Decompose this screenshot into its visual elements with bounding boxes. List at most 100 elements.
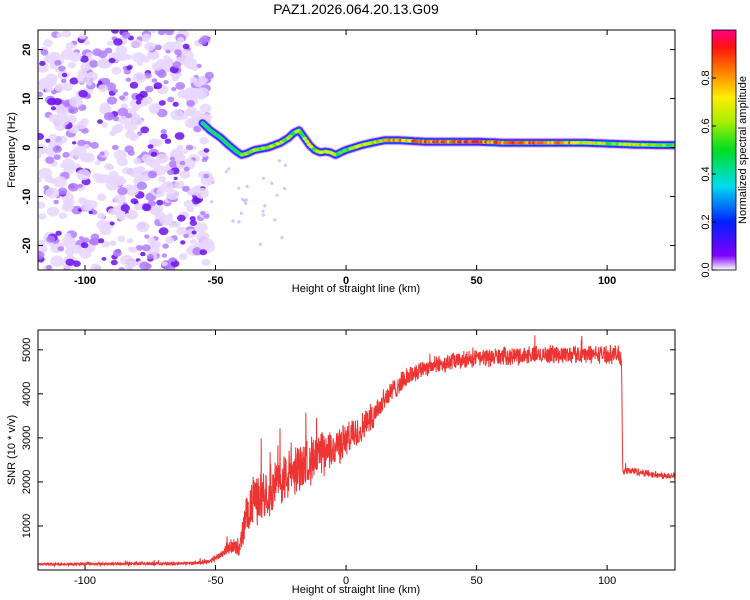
snr-y-tick-label: 3000 [21,426,33,450]
spectrogram-noise-blob [176,144,184,151]
spectrogram-noise-blob [244,201,248,205]
spectrogram-y-tick-label: 20 [21,43,33,55]
spectrogram-y-tick-label: -10 [21,189,33,205]
spectrogram-noise-blob [149,241,157,248]
spectrogram-noise-blob [139,261,150,270]
spectrogram-noise-blob [142,203,152,212]
spectrogram-noise-blob [196,231,210,243]
spectrogram-noise-blob [105,82,117,91]
spectrogram-noise-blob [53,199,59,205]
spectrogram-ridge-cell [308,145,314,149]
spectrogram-noise-blob [38,176,43,183]
spectrogram-noise-blob [80,203,93,212]
colorbar-tick-label: 0.8 [700,70,712,85]
spectrogram-noise-blob [156,188,163,195]
spectrogram-noise-blob [237,186,241,190]
spectrogram-noise-blob [156,59,167,68]
spectrogram-noise-blob [147,170,158,179]
spectrogram-noise-blob [170,109,185,121]
spectrogram-noise-blob [98,238,105,244]
spectrogram-noise-blob [183,233,189,239]
spectrogram-noise-blob [77,69,87,77]
spectrogram-noise-blob [46,264,52,270]
spectrogram-noise-blob [263,204,267,208]
spectrogram-noise-blob [182,43,190,50]
spectrogram-noise-blob [40,49,49,56]
spectrogram-noise-blob [144,234,150,239]
spectrogram-noise-blob [67,61,77,69]
spectrogram-noise-blob [164,30,175,36]
spectrogram-x-tick-label: 100 [598,275,616,287]
spectrogram-noise-blob [165,49,171,54]
spectrogram-noise-blob [101,257,107,261]
spectrogram-noise-blob [119,215,126,221]
spectrogram-noise-blob [198,37,208,45]
spectrogram-noise-blob [204,71,214,80]
spectrogram-noise-blob [270,181,274,185]
spectrogram-noise-blob [100,102,110,111]
spectrogram-noise-blob [159,214,173,226]
colorbar-ticks: 0.0 0.2 0.4 0.6 0.8 [700,70,716,278]
spectrogram-noise-blob [88,210,93,215]
spectrogram-noise-blob [78,90,88,98]
spectrogram-noise-blob [125,185,139,197]
spectrogram-noise-blob [182,185,190,192]
spectrogram-noise-blob [97,193,107,201]
spectrogram-noise-blob [149,106,160,114]
spectrogram-y-ticks: 20 10 0 -10 -20 [21,43,675,253]
spectrogram-noise-blob [140,251,146,257]
spectrogram-noise-blob [140,55,151,63]
spectrogram-noise-blob [144,157,156,166]
spectrogram-noise-blob [94,160,102,166]
spectrogram-noise-blob [39,60,46,66]
spectrogram-ridge-cell [260,146,266,150]
spectrogram-noise-blob [136,221,150,233]
spectrogram-noise-blob [90,233,100,241]
colorbar-gradient [712,30,736,270]
spectrogram-noise-blob [120,254,134,266]
snr-y-tick-label: 2000 [21,470,33,494]
spectrogram-noise-blob [47,97,57,106]
spectrogram-frame [37,29,676,271]
spectrogram-noise-blob [261,213,265,217]
spectrogram-noise-blob [211,180,215,185]
spectrogram-noise-blob [185,144,194,151]
snr-x-label: Height of straight line (km) [292,584,420,596]
spectrogram-noise-blob [154,44,162,51]
colorbar: 0.0 0.2 0.4 0.6 0.8 Normalized spectral ampl… [700,29,749,278]
spectrogram-ridge-cell [611,142,617,146]
spectrogram-noise-blob [189,239,197,245]
spectrogram-noise-blob [103,112,115,121]
colorbar-tick-label: 0.6 [700,118,712,133]
spectrogram-noise-blob [45,73,58,84]
spectrogram-noise-blob [174,153,186,162]
spectrogram-noise-blob [98,84,108,93]
spectrogram-noise-blob [101,241,110,248]
spectrogram-noise-blob [261,209,265,213]
spectrogram-noise-blob [193,125,202,133]
spectrogram-noise-blob [164,138,172,144]
spectrogram-noise-blob [121,31,131,39]
spectrogram-noise-blob [38,213,47,220]
spectrogram-noise-blob [61,72,68,78]
spectrogram-noise-blob [182,148,188,154]
spectrogram-noise-blob [97,50,108,59]
spectrogram-noise-blob [201,157,208,163]
spectrogram-noise-blob [161,261,168,267]
spectrogram-noise-blob [43,185,50,191]
spectrogram-noise-blob [109,221,115,226]
spectrogram-ridge-cell [275,142,280,146]
spectrogram-noise-blob [280,236,284,240]
spectrogram-ridge-cell [331,152,337,156]
spectrogram-ridge-cell [342,149,347,153]
spectrogram-noise-blob [117,187,128,196]
spectrogram-noise-blob [71,205,83,215]
spectrogram-noise-blob [203,173,210,179]
spectrogram-noise-blob [161,181,175,192]
spectrogram-y-tick-label: 10 [21,92,33,104]
spectrogram-noise-blob [190,76,198,83]
spectrogram-y-label: Frequency (Hz) [6,112,18,188]
spectrogram-noise-blob [117,177,127,185]
spectrogram-noise-blob [38,132,44,141]
